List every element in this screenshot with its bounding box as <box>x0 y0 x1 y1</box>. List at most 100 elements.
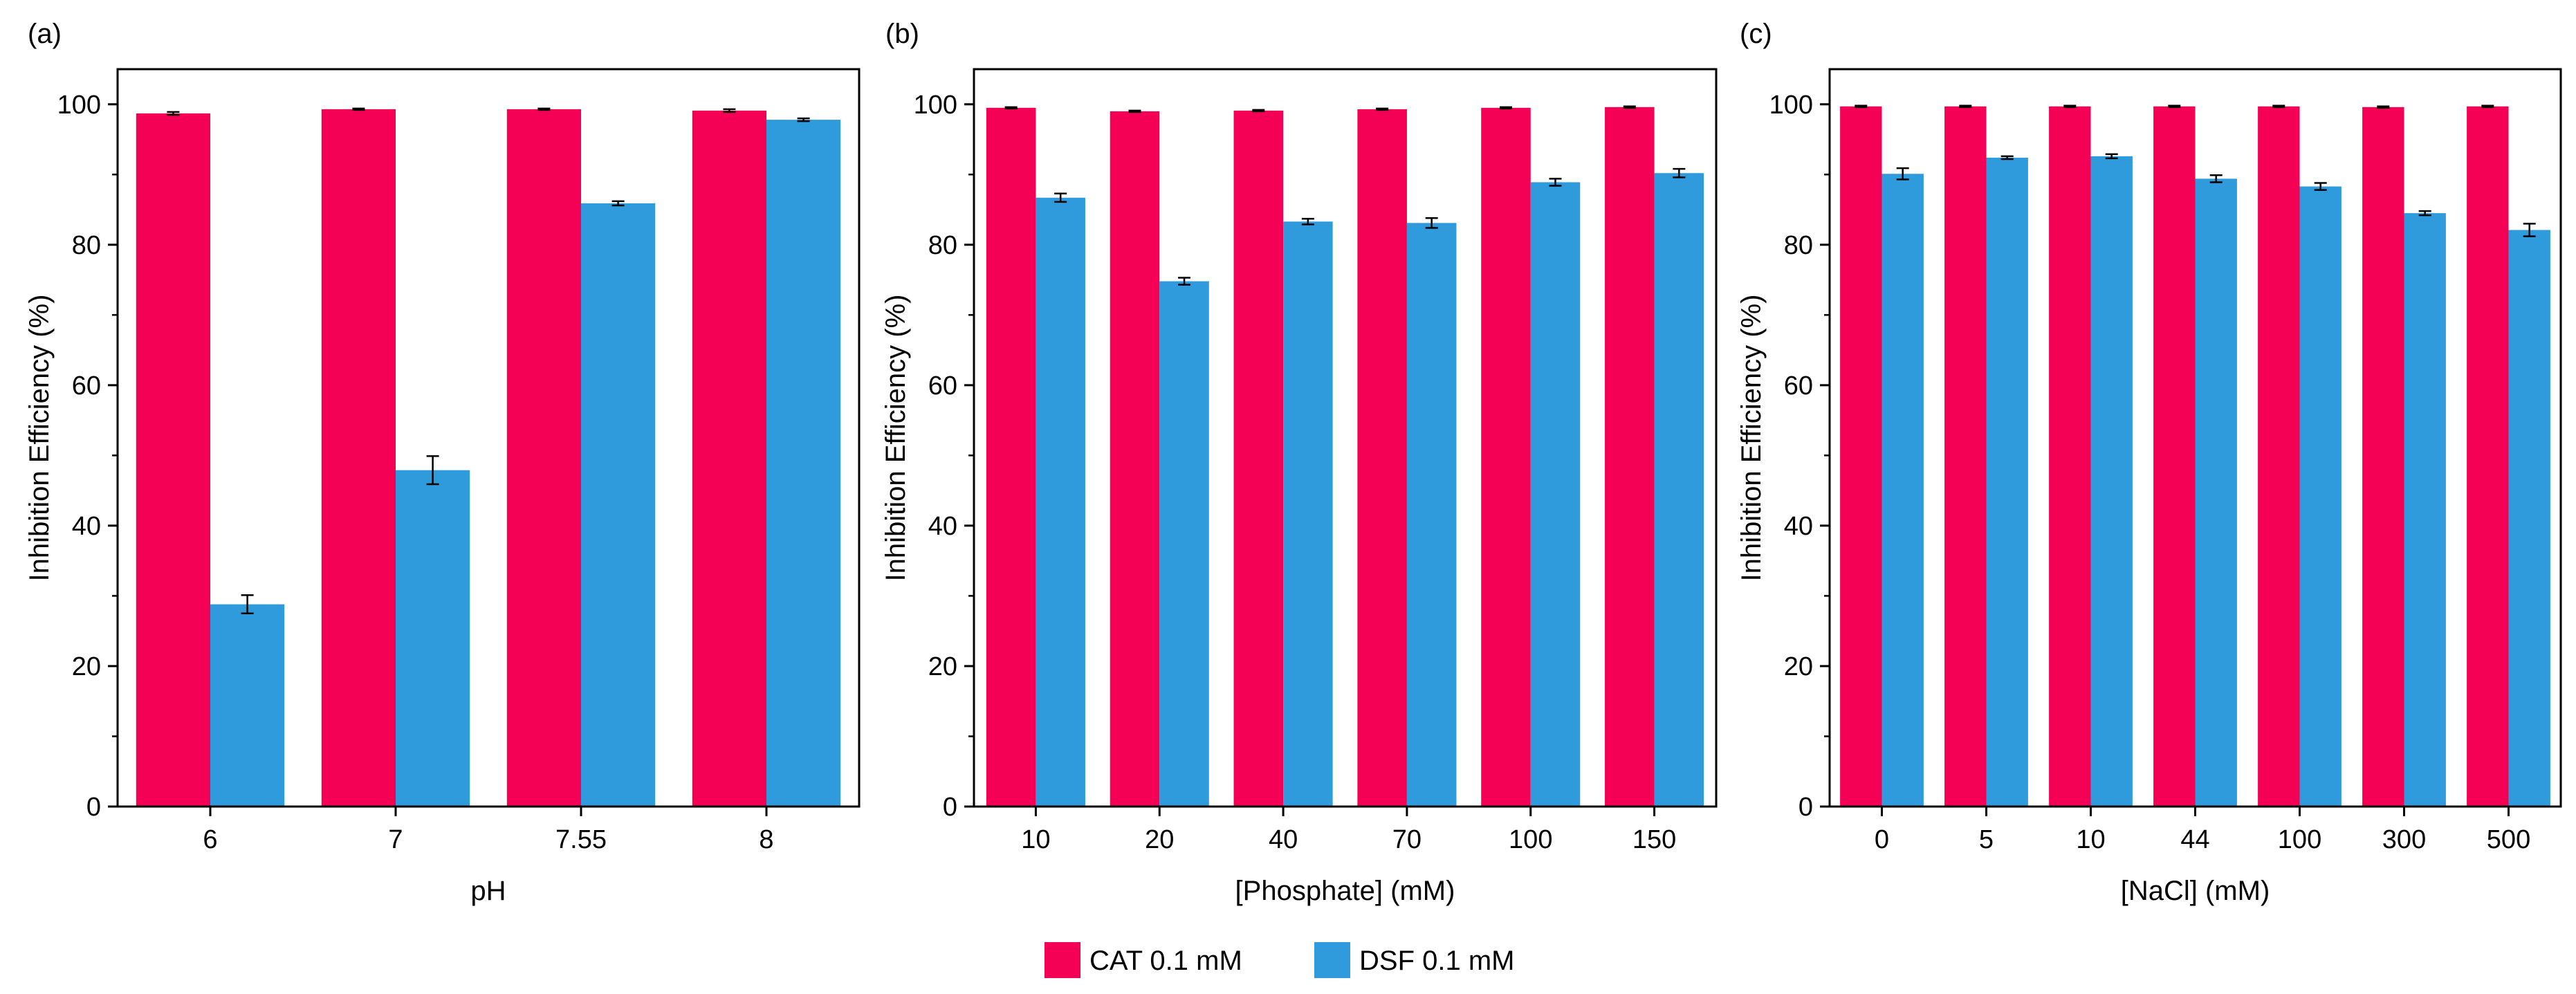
error-bar <box>1623 105 1636 109</box>
x-tick-label: 7.55 <box>555 825 607 854</box>
bar-cat-40 <box>1233 110 1284 807</box>
panel-1: (a) 0 20 40 60 80 100 6 7 7.55 8 pH Inhibition Effic… <box>24 19 861 906</box>
bar-dsf-40 <box>1283 221 1333 807</box>
x-axis-label: [NaCl] (mM) <box>2121 876 2270 906</box>
bar-cat-500 <box>2467 106 2509 807</box>
legend-label-dsf: DSF 0.1 mM <box>1359 946 1514 976</box>
x-tick-label: 7 <box>388 825 403 854</box>
bar-dsf-150 <box>1654 173 1704 807</box>
error-bar <box>2000 155 2014 160</box>
error-bar <box>241 594 254 615</box>
bar-dsf-300 <box>2404 213 2446 807</box>
error-bar <box>2105 153 2118 160</box>
bar-dsf-6 <box>210 604 285 807</box>
error-bar <box>2523 223 2536 237</box>
y-tick-label: 100 <box>914 91 957 120</box>
error-bar <box>426 455 439 486</box>
bar-dsf-8 <box>766 120 841 807</box>
panel-label: (b) <box>885 19 919 49</box>
error-bar <box>2209 174 2223 183</box>
y-tick-label: 60 <box>1784 371 1813 401</box>
plot-frame <box>973 68 1718 808</box>
bar-cat-10 <box>986 107 1036 807</box>
y-tick-label: 60 <box>72 371 101 401</box>
bar-dsf-20 <box>1159 281 1209 807</box>
error-bar <box>1128 109 1141 113</box>
legend-label-cat: CAT 0.1 mM <box>1089 946 1242 976</box>
panel-3: (c) 0 20 40 60 80 100 0 5 10 44 100 300 500 [NaCl] (mM… <box>1736 19 2562 906</box>
x-tick-label: 100 <box>2278 825 2321 854</box>
bar-cat-7.55 <box>506 109 581 807</box>
bar-cat-5 <box>1944 106 1987 807</box>
y-tick-label: 20 <box>1784 652 1813 681</box>
panel-label: (a) <box>28 19 62 49</box>
error-bar <box>2377 105 2390 109</box>
y-tick-label: 80 <box>72 231 101 260</box>
error-bar <box>1855 104 1868 109</box>
y-tick-label: 80 <box>928 231 957 260</box>
error-bar <box>1376 107 1389 111</box>
error-bar <box>1178 277 1191 286</box>
y-tick-label: 20 <box>72 652 101 681</box>
panel-2: (b) 0 20 40 60 80 100 10 20 40 70 100 150 [Phosphate]… <box>881 19 1718 906</box>
x-tick-label: 10 <box>2076 825 2105 854</box>
legend-swatch-cat <box>1045 942 1080 978</box>
error-bar <box>1054 192 1067 203</box>
bar-dsf-100 <box>1530 182 1581 807</box>
x-axis-label: pH <box>470 876 506 906</box>
bar-cat-100 <box>2258 106 2300 807</box>
error-bar <box>2418 210 2431 217</box>
bar-dsf-100 <box>2299 186 2342 807</box>
bar-dsf-500 <box>2508 230 2550 807</box>
bar-cat-7 <box>321 109 396 807</box>
error-bar <box>537 107 551 111</box>
y-axis-label: Inhibition Efficiency (%) <box>24 295 55 582</box>
bar-cat-100 <box>1481 107 1531 807</box>
x-tick-label: 300 <box>2382 825 2426 854</box>
y-tick-label: 20 <box>928 652 957 681</box>
x-tick-label: 6 <box>203 825 217 854</box>
y-tick-label: 60 <box>928 371 957 401</box>
bar-dsf-7.55 <box>581 203 656 807</box>
bar-cat-150 <box>1605 107 1655 807</box>
bar-dsf-5 <box>1986 157 2028 807</box>
y-tick-label: 40 <box>928 512 957 541</box>
y-tick-label: 0 <box>86 793 101 822</box>
y-tick-label: 100 <box>57 91 101 120</box>
x-tick-label: 100 <box>1509 825 1552 854</box>
bar-cat-20 <box>1110 111 1160 807</box>
legend-swatch-dsf <box>1314 942 1350 978</box>
bar-cat-0 <box>1840 106 1882 807</box>
y-axis-label: Inhibition Efficiency (%) <box>881 295 911 582</box>
y-tick-label: 80 <box>1784 231 1813 260</box>
panel-label: (c) <box>1740 19 1772 49</box>
x-tick-label: 5 <box>1979 825 1994 854</box>
error-bar <box>2063 104 2077 109</box>
y-tick-label: 100 <box>1769 91 1813 120</box>
x-axis-label: [Phosphate] (mM) <box>1235 876 1455 906</box>
x-tick-label: 150 <box>1632 825 1676 854</box>
error-bar <box>611 200 625 207</box>
error-bar <box>1425 217 1438 229</box>
plot-frame <box>116 68 861 808</box>
legend: CAT 0.1 mM DSF 0.1 mM <box>1045 942 1514 978</box>
y-tick-label: 0 <box>1798 793 1813 822</box>
x-tick-label: 500 <box>2487 825 2530 854</box>
bar-dsf-7 <box>396 470 470 807</box>
y-axis-label: Inhibition Efficiency (%) <box>1736 295 1767 582</box>
x-tick-label: 0 <box>1875 825 1889 854</box>
error-bar <box>2272 104 2285 109</box>
x-tick-label: 20 <box>1145 825 1174 854</box>
bar-cat-300 <box>2362 107 2404 807</box>
y-tick-label: 0 <box>943 793 957 822</box>
error-bar <box>1959 104 1972 109</box>
bar-dsf-70 <box>1406 223 1457 807</box>
error-bar <box>1896 167 1909 181</box>
error-bar <box>167 111 180 116</box>
x-tick-label: 8 <box>759 825 773 854</box>
error-bar <box>1673 167 1686 178</box>
bar-dsf-10 <box>1036 197 1085 807</box>
bar-dsf-0 <box>1882 174 1924 807</box>
y-tick-label: 40 <box>1784 512 1813 541</box>
